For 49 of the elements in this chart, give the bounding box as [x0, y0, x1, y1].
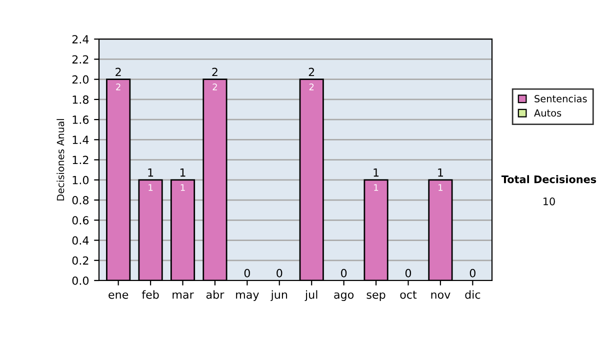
y-tick-label: 2.4	[72, 35, 89, 44]
total-label: 0	[341, 268, 347, 278]
y-tick-label: 0.6	[72, 216, 89, 225]
total-label: 1	[180, 168, 186, 177]
text: Total Decisiones	[501, 175, 596, 184]
total-label: 2	[308, 68, 314, 76]
y-tick-label: 0.4	[72, 236, 89, 245]
x-tick-label: nov	[431, 292, 450, 299]
legend-label: Autos	[534, 109, 562, 117]
x-tick-label: mar	[172, 292, 194, 299]
total-label: 0	[244, 268, 250, 278]
y-tick-label: 2.0	[72, 75, 89, 84]
y-tick-label: 0.8	[72, 196, 89, 204]
data-label: 2	[116, 84, 120, 90]
x-tick-label: jul	[304, 290, 318, 301]
y-tick-label: 0.2	[72, 256, 88, 265]
y-tick-label: 0.0	[72, 276, 89, 285]
x-tick-label: feb	[142, 290, 159, 299]
data-label: 1	[148, 184, 153, 191]
y-tick-label: 1.6	[72, 116, 89, 124]
x-tick-label: abr	[206, 290, 224, 299]
total-label: 1	[374, 168, 379, 177]
total-label: 2	[212, 68, 218, 76]
legend-label: Sentencias	[534, 94, 587, 102]
data-label: 1	[374, 184, 378, 191]
x-tick-label: ago	[334, 292, 354, 301]
x-tick-label: sep	[366, 292, 386, 301]
x-tick-label: oct	[400, 290, 417, 299]
y-tick-label: 2.2	[72, 55, 88, 64]
x-tick-label: jun	[270, 290, 288, 301]
data-label: 2	[309, 84, 314, 90]
x-tick-label: ene	[108, 292, 128, 299]
y-tick-label: 1.0	[72, 176, 89, 184]
y-axis-title: Decisiones Anual	[56, 119, 64, 200]
total-label: 1	[438, 168, 443, 177]
total-label: 1	[148, 168, 154, 177]
x-tick-label: may	[236, 292, 259, 301]
x-tick-label: dic	[465, 290, 480, 299]
data-label: 1	[438, 184, 442, 191]
total-label: 2	[116, 68, 121, 76]
y-tick-label: 1.2	[72, 156, 88, 164]
total-label: 0	[405, 268, 412, 278]
text: 10	[544, 197, 555, 206]
total-label: 0	[276, 268, 282, 278]
data-label: 2	[212, 84, 217, 90]
y-tick-label: 1.8	[72, 95, 89, 104]
total-label: 0	[470, 268, 476, 278]
y-tick-label: 1.4	[72, 136, 89, 144]
data-label: 1	[180, 184, 185, 191]
